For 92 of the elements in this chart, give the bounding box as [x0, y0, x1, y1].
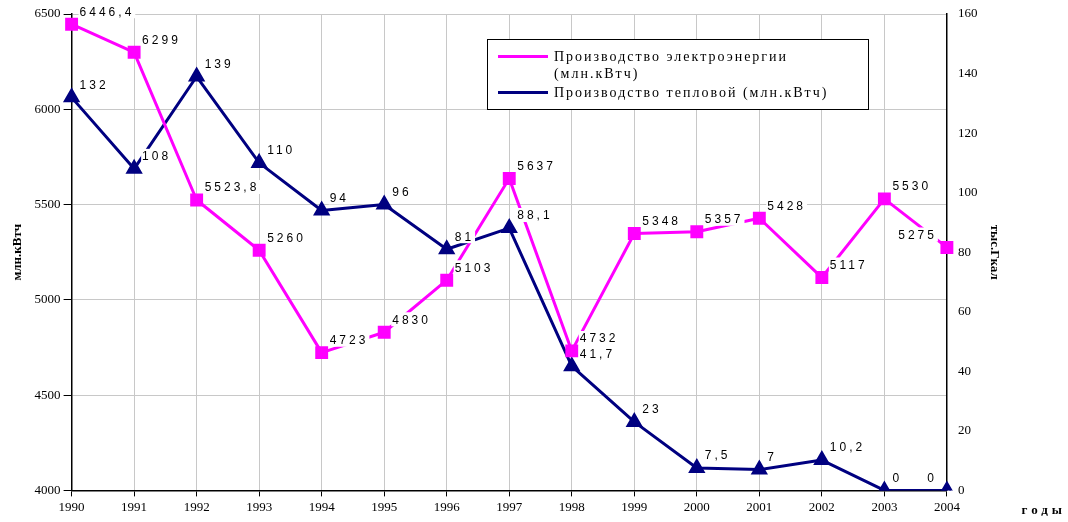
point	[752, 211, 766, 225]
data-label: 5428	[767, 198, 807, 213]
data-label: 6446,4	[79, 4, 135, 19]
y2-tick-label: 120	[957, 124, 978, 140]
data-label: 4830	[392, 312, 431, 327]
y2-tick-label: 140	[957, 64, 978, 80]
point	[565, 344, 579, 358]
y-tick-label: 4500	[34, 386, 61, 402]
data-label: 110	[267, 143, 296, 158]
y2-tick-label: 160	[957, 5, 978, 21]
point	[315, 346, 329, 360]
data-label: 0	[892, 470, 903, 485]
data-label: 108	[142, 149, 172, 164]
x-tick-label: 1994	[308, 498, 336, 514]
data-label: 88,1	[517, 208, 553, 223]
data-label: 4723	[329, 332, 369, 347]
x-tick-label: 1993	[246, 498, 273, 514]
x-tick-label: 1995	[371, 498, 398, 514]
x-tick-label: 2002	[808, 498, 835, 514]
point	[751, 461, 767, 475]
y2-tick-label: 80	[957, 243, 971, 259]
y2-tick-label: 40	[957, 362, 971, 378]
point	[627, 227, 641, 240]
point	[251, 154, 267, 168]
point	[126, 160, 142, 174]
point	[190, 193, 204, 207]
point	[252, 243, 266, 257]
point	[64, 88, 80, 103]
point	[440, 273, 454, 287]
y-tick-label: 5000	[34, 291, 61, 307]
point	[314, 202, 330, 216]
x-tick-label: 2003	[871, 498, 898, 514]
data-label: 5637	[517, 158, 556, 173]
data-label: 10,2	[829, 440, 866, 455]
point	[377, 325, 391, 339]
x-tick-label: 1997	[496, 498, 523, 514]
point	[689, 459, 705, 474]
point	[564, 357, 580, 372]
data-label: 139	[204, 56, 234, 71]
y-tick-label: 6000	[34, 100, 61, 116]
y-tick-label: 6500	[34, 5, 61, 21]
point	[814, 451, 830, 466]
data-label: 5348	[642, 213, 681, 228]
data-label: 5530	[892, 179, 932, 194]
data-label: 132	[79, 77, 109, 92]
y2-axis-title: тыс.Гкал	[987, 224, 1003, 280]
data-label: 96	[392, 184, 412, 199]
data-label: 23	[642, 402, 662, 417]
x-tick-label: 1998	[558, 498, 585, 514]
point	[940, 240, 954, 254]
data-label: 5357	[704, 212, 744, 227]
y2-tick-label: 60	[957, 303, 971, 319]
data-label: 5103	[454, 260, 494, 275]
x-tick-label: 2001	[746, 498, 773, 514]
point	[439, 240, 455, 255]
point	[189, 68, 205, 82]
y2-tick-label: 100	[957, 184, 978, 200]
x-tick-label: 1996	[433, 498, 461, 514]
y-tick-label: 4000	[34, 481, 61, 497]
x-tick-label: 2000	[683, 498, 710, 514]
y-axis-title: млн.кВтч	[9, 223, 25, 281]
data-label: 7	[767, 449, 778, 464]
y2-tick-label: 20	[957, 422, 971, 438]
x-tick-label: 1991	[121, 498, 148, 514]
data-label: 6299	[142, 32, 181, 47]
point	[877, 192, 891, 206]
point	[690, 225, 704, 239]
data-label: 5275	[898, 227, 937, 242]
data-label: 7,5	[704, 448, 731, 463]
data-label: 81	[454, 229, 475, 244]
data-label: 5117	[829, 257, 868, 272]
data-label: 41,7	[579, 346, 616, 361]
point	[815, 271, 829, 284]
point	[501, 219, 517, 234]
y-tick-label: 5500	[34, 195, 61, 211]
legend-label: Производство тепловой (млн.кВтч)	[553, 84, 829, 101]
point	[376, 196, 392, 210]
data-label: 5523,8	[204, 180, 260, 195]
data-label: 5260	[267, 230, 306, 245]
y2-tick-label: 0	[957, 481, 965, 497]
x-tick-label: 1999	[621, 498, 648, 514]
point	[127, 45, 141, 59]
data-label: 4732	[579, 331, 619, 346]
legend-label: Производство электроэнергии (млн.кВтч)	[553, 48, 790, 82]
x-tick-label: 1992	[183, 498, 210, 514]
data-label: 0	[927, 470, 937, 485]
data-label: 94	[329, 190, 350, 205]
x-tick-label: 2004	[933, 498, 961, 514]
x-tick-label: 1990	[58, 498, 85, 514]
point	[502, 172, 516, 185]
x-axis-title: годы	[1021, 501, 1066, 517]
point	[626, 413, 642, 427]
